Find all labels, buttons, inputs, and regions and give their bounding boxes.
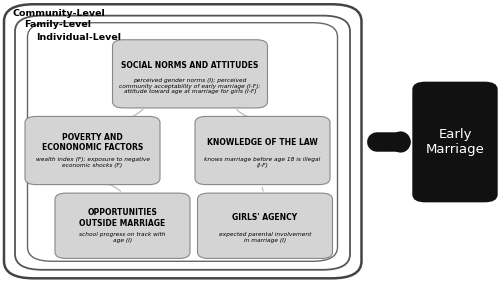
Text: wealth index (F); exposure to negative
economic shocks (F): wealth index (F); exposure to negative e… <box>36 157 150 168</box>
Text: perceived gender norms (I); perceived
community acceptability of early marriage : perceived gender norms (I); perceived co… <box>120 78 260 94</box>
FancyBboxPatch shape <box>55 193 190 258</box>
FancyBboxPatch shape <box>15 16 350 270</box>
FancyArrowPatch shape <box>262 187 263 191</box>
Text: expected parental involvement
in marriage (I): expected parental involvement in marriag… <box>219 232 311 243</box>
Text: Individual-Level: Individual-Level <box>36 33 121 42</box>
Text: KNOWLEDGE OF THE LAW: KNOWLEDGE OF THE LAW <box>207 138 318 147</box>
Text: knows marriage before age 18 is illegal
(I-F): knows marriage before age 18 is illegal … <box>204 157 320 168</box>
Text: SOCIAL NORMS AND ATTITUDES: SOCIAL NORMS AND ATTITUDES <box>122 61 258 70</box>
FancyBboxPatch shape <box>25 116 160 185</box>
FancyBboxPatch shape <box>195 116 330 185</box>
FancyBboxPatch shape <box>112 40 268 108</box>
Text: POVERTY AND
ECONONOMIC FACTORS: POVERTY AND ECONONOMIC FACTORS <box>42 133 143 152</box>
Text: school progress on track with
age (I): school progress on track with age (I) <box>79 232 166 243</box>
Text: Community-Level: Community-Level <box>12 9 105 18</box>
Text: GIRLS' AGENCY: GIRLS' AGENCY <box>232 214 298 222</box>
Text: Family-Level: Family-Level <box>24 20 91 29</box>
FancyArrowPatch shape <box>95 109 143 121</box>
FancyBboxPatch shape <box>28 23 338 261</box>
Text: Early
Marriage: Early Marriage <box>426 128 484 156</box>
Text: OPPORTUNITIES
OUTSIDE MARRIAGE: OPPORTUNITIES OUTSIDE MARRIAGE <box>80 208 166 228</box>
FancyBboxPatch shape <box>198 193 332 258</box>
FancyBboxPatch shape <box>413 82 497 202</box>
FancyArrowPatch shape <box>95 183 120 191</box>
FancyArrowPatch shape <box>237 109 260 117</box>
FancyBboxPatch shape <box>4 4 362 278</box>
